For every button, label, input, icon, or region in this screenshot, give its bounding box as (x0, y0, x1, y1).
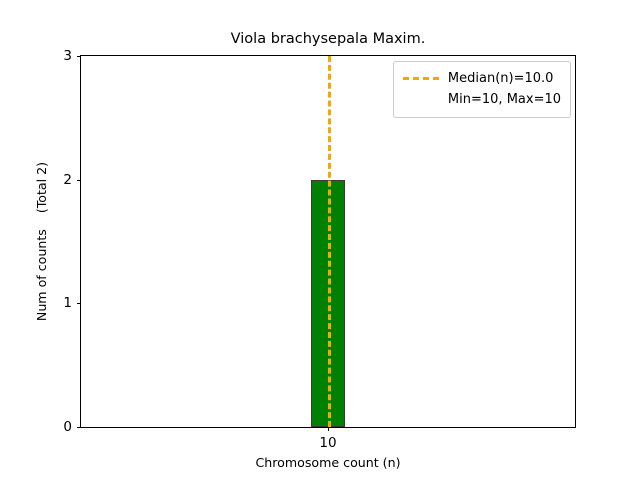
y-tick-label: 1 (63, 295, 72, 312)
x-tick-mark (328, 427, 329, 431)
y-tick-mark (77, 179, 81, 181)
y-tick-label: 3 (63, 48, 72, 64)
y-tick-mark (77, 303, 81, 305)
y-axis-label: Num of counts (Total 2) (34, 161, 49, 322)
chart-title: Viola brachysepala Maxim. (230, 31, 426, 47)
legend-item: Min=10, Max=10 (403, 89, 561, 110)
legend-dash-icon (402, 77, 439, 80)
y-tick-mark (77, 427, 81, 428)
y-tick-label: 0 (63, 419, 72, 435)
chart-legend: Median(n)=10.0 Min=10, Max=10 (392, 61, 571, 118)
x-axis-label: Chromosome count (n) (255, 455, 401, 470)
bar (311, 179, 345, 427)
x-tick-label: 10 (319, 435, 337, 451)
legend-label: Min=10, Max=10 (447, 92, 561, 107)
y-tick-mark (77, 56, 81, 57)
y-tick-label: 2 (63, 171, 72, 188)
legend-item: Median(n)=10.0 (402, 68, 561, 89)
legend-label: Median(n)=10.0 (447, 71, 554, 86)
plot-inner (81, 56, 575, 427)
median-line (328, 56, 331, 427)
plot-area: Median(n)=10.0 Min=10, Max=10 0 1 2 3 10 (63, 48, 576, 451)
